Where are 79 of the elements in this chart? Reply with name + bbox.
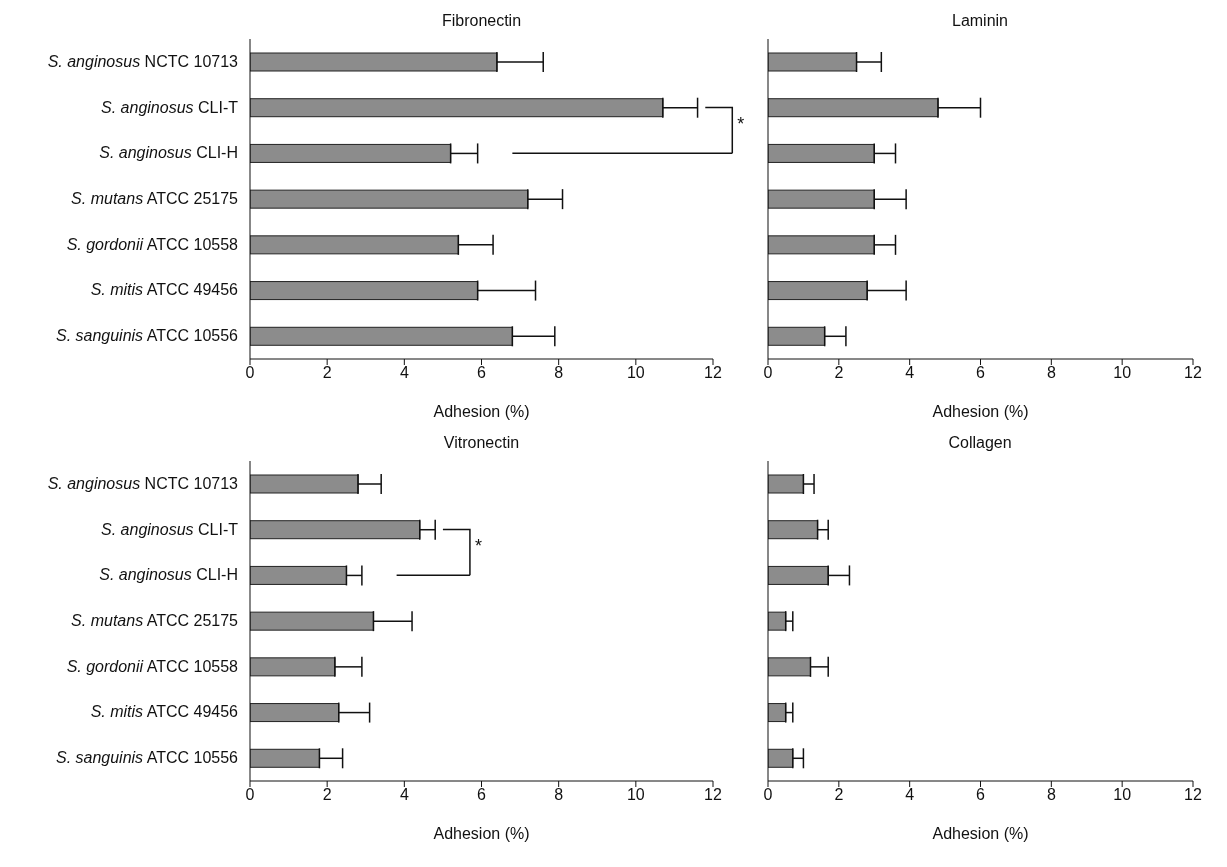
x-tick-label: 0: [245, 786, 255, 804]
y-tick-label: S. mitis ATCC 49456: [90, 281, 239, 299]
y-tick-label: S. mitis ATCC 49456: [90, 703, 239, 721]
bar: [767, 611, 786, 631]
bar: [250, 565, 347, 585]
bar: [767, 281, 868, 301]
y-tick-label: S. gordonii ATCC 10558: [66, 235, 239, 253]
x-axis-title: Adhesion (%): [433, 825, 530, 842]
y-tick-label: S. sanguinis ATCC 10556: [55, 327, 239, 345]
bar: [767, 52, 857, 72]
bar: [767, 520, 818, 540]
bar: [767, 748, 793, 768]
x-tick-label: 2: [322, 786, 332, 804]
bar: [250, 474, 359, 494]
bar: [767, 565, 829, 585]
bar: [250, 520, 421, 540]
bar: [250, 143, 452, 163]
chart-title: Collagen: [947, 433, 1013, 453]
y-tick-label: S. mutans ATCC 25175: [71, 612, 239, 629]
y-tick-label: S. gordonii ATCC 10558: [66, 657, 239, 675]
bar: [250, 189, 529, 209]
bar: [767, 189, 875, 209]
x-tick-label: 0: [763, 786, 773, 804]
x-tick-label: 12: [1183, 786, 1202, 804]
x-tick-label: 2: [833, 364, 843, 382]
y-tick-label: S. sanguinis ATCC 10556: [55, 749, 239, 767]
y-tick-label: S. anginosus CLI-H: [99, 566, 238, 584]
bar: [767, 657, 811, 677]
bar: [250, 235, 459, 255]
text: *: [737, 114, 745, 135]
x-tick-label: 8: [1046, 786, 1056, 804]
x-tick-label: 0: [763, 364, 773, 382]
x-tick-label: 10: [1112, 786, 1131, 804]
bar: [250, 326, 513, 346]
y-tick-label: S. anginosus CLI-T: [101, 98, 239, 116]
bar: [250, 748, 320, 768]
x-axis-title: Adhesion (%): [931, 825, 1029, 842]
y-tick-label: S. anginosus NCTC 10713: [47, 474, 239, 492]
bar: [767, 235, 875, 255]
x-tick-label: 10: [626, 786, 645, 804]
x-tick-label: 6: [975, 786, 985, 804]
x-tick-label: 12: [704, 364, 722, 382]
x-tick-label: 8: [554, 786, 564, 804]
x-tick-label: 12: [1183, 364, 1202, 382]
x-tick-label: 6: [975, 364, 985, 382]
chart-title: Fibronectin: [440, 11, 523, 31]
bar: [767, 98, 938, 118]
x-tick-label: 4: [904, 786, 914, 804]
y-tick-label: S. anginosus CLI-H: [99, 144, 238, 162]
x-tick-label: 0: [245, 364, 255, 382]
x-axis-title: Adhesion (%): [931, 403, 1029, 420]
bar: [250, 98, 664, 118]
y-tick-label: S. anginosus NCTC 10713: [47, 52, 239, 70]
bar: [767, 326, 825, 346]
x-tick-label: 8: [1046, 364, 1056, 382]
x-tick-label: 6: [477, 364, 487, 382]
x-tick-label: 6: [477, 786, 487, 804]
x-tick-label: 4: [399, 364, 409, 382]
chart-title: Vitronectin: [442, 433, 521, 453]
bar: [250, 657, 336, 677]
y-tick-label: S. mutans ATCC 25175: [71, 190, 239, 207]
bar: [250, 703, 340, 723]
bar: [767, 143, 875, 163]
x-tick-label: 4: [399, 786, 409, 804]
x-axis-title: Adhesion (%): [433, 403, 530, 420]
x-tick-label: 2: [833, 786, 843, 804]
bar: [767, 474, 804, 494]
x-tick-label: 10: [1112, 364, 1131, 382]
annotation: *: [474, 536, 482, 557]
x-tick-label: 12: [704, 786, 722, 804]
bar: [250, 611, 374, 631]
bar: [250, 281, 479, 301]
x-tick-label: 4: [904, 364, 914, 382]
x-tick-label: 2: [322, 364, 332, 382]
x-tick-label: 8: [554, 364, 564, 382]
x-tick-label: 10: [626, 364, 645, 382]
y-tick-label: S. anginosus CLI-T: [101, 520, 239, 538]
bar: [250, 52, 498, 72]
chart-title: Laminin: [951, 11, 1009, 31]
